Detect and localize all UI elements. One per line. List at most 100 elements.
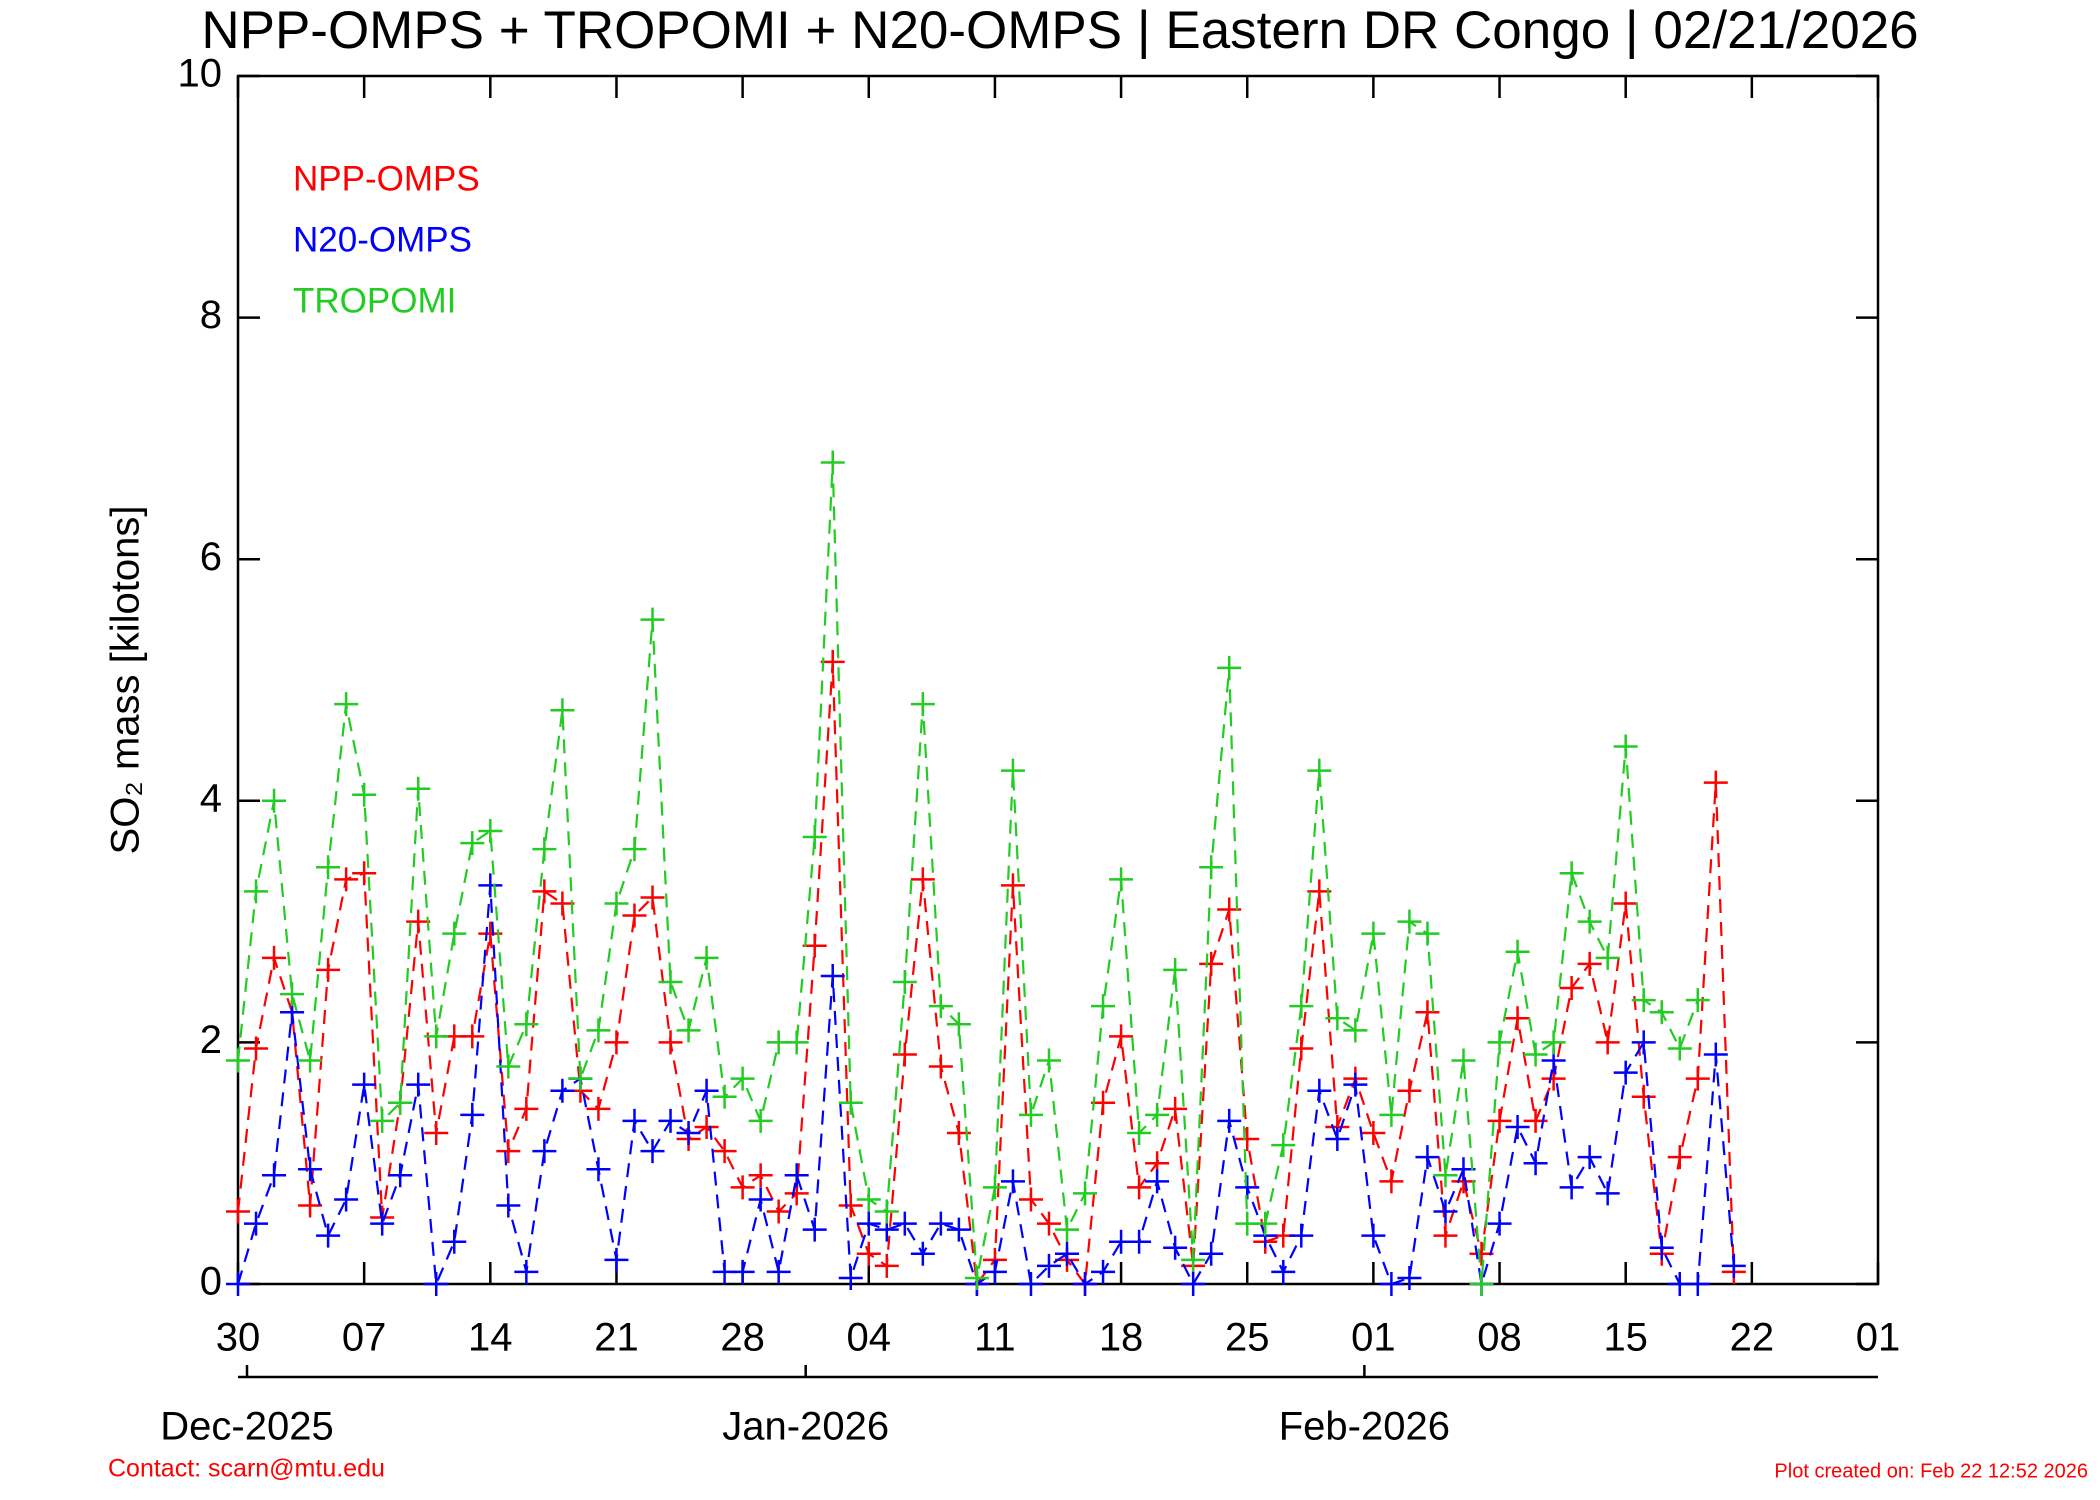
plus-marker (604, 1030, 629, 1055)
plus-marker (442, 921, 467, 946)
plus-marker (1397, 1078, 1422, 1103)
legend-entry: TROPOMI (293, 281, 456, 320)
plus-marker (370, 1211, 395, 1236)
plus-marker (424, 1272, 449, 1296)
plus-marker (1649, 1235, 1674, 1260)
plus-marker (1000, 758, 1025, 783)
plus-marker (1595, 1181, 1620, 1206)
y-tick-label: 4 (200, 776, 222, 820)
plus-marker (262, 1163, 287, 1188)
plus-marker (820, 450, 845, 475)
plus-marker (532, 1139, 557, 1164)
y-axis-label: SO₂ mass [kilotons] (104, 506, 148, 855)
plus-marker (298, 1193, 323, 1218)
plus-marker (1613, 891, 1638, 916)
plus-marker (334, 692, 359, 717)
month-label: Feb-2026 (1279, 1405, 1450, 1449)
plus-marker (838, 1090, 863, 1115)
plus-marker (1217, 655, 1242, 680)
plus-marker (1361, 1121, 1386, 1145)
contact-note: Contact: scarn@mtu.edu (108, 1455, 385, 1483)
x-tick-label: 04 (847, 1316, 892, 1360)
plus-marker (694, 1078, 719, 1103)
plus-marker (1127, 1121, 1152, 1145)
plus-marker (640, 1139, 665, 1164)
plus-marker (766, 1259, 791, 1284)
plus-marker (892, 1042, 917, 1067)
plus-marker (406, 1072, 431, 1097)
plus-marker (1703, 1042, 1728, 1067)
plus-marker (1055, 1217, 1080, 1242)
plus-marker (622, 903, 647, 928)
plus-marker (244, 1036, 269, 1061)
plus-marker (262, 945, 287, 970)
plus-marker (928, 1211, 953, 1236)
x-tick-label: 28 (720, 1316, 765, 1360)
x-tick-label: 18 (1099, 1316, 1144, 1360)
plus-marker (1145, 1169, 1170, 1194)
plus-marker (1271, 1259, 1296, 1284)
plus-marker (1199, 1241, 1224, 1266)
y-tick-label: 2 (200, 1018, 222, 1062)
plus-marker (1036, 1211, 1061, 1236)
plus-marker (352, 782, 377, 807)
x-tick-label: 21 (594, 1316, 639, 1360)
plus-marker (1559, 976, 1584, 1001)
plus-marker (1613, 1060, 1638, 1085)
plus-marker (1036, 1048, 1061, 1073)
plus-marker (1685, 988, 1710, 1013)
x-tick-label: 11 (974, 1316, 1016, 1360)
plus-marker (424, 1024, 449, 1049)
plus-marker (352, 861, 377, 886)
plus-marker (928, 994, 953, 1019)
plus-marker (802, 1217, 827, 1242)
plus-marker (514, 1259, 539, 1284)
plus-marker (694, 1114, 719, 1139)
plus-marker (1577, 909, 1602, 934)
plus-marker (316, 957, 341, 982)
legend-entry: NPP-OMPS (293, 159, 480, 198)
x-tick-label: 14 (468, 1316, 513, 1360)
plus-marker (1685, 1066, 1710, 1091)
plus-marker (1289, 1223, 1314, 1248)
plus-marker (406, 909, 431, 934)
plus-marker (1649, 1000, 1674, 1025)
plus-marker (1613, 734, 1638, 759)
plus-marker (730, 1066, 755, 1091)
created-note: Plot created on: Feb 22 12:52 2026 (1774, 1460, 2088, 1482)
plus-marker (1415, 921, 1440, 946)
plus-marker (1343, 1072, 1368, 1097)
plus-marker (1217, 1108, 1242, 1133)
plus-marker (640, 885, 665, 910)
plus-marker (1487, 1108, 1512, 1133)
plus-marker (1631, 1030, 1656, 1055)
plus-marker (1325, 1127, 1350, 1152)
plus-marker (1487, 1030, 1512, 1055)
plus-marker (1415, 1000, 1440, 1025)
plus-marker (1091, 994, 1116, 1019)
plus-marker (1000, 873, 1025, 898)
plus-marker (694, 945, 719, 970)
plus-marker (604, 1247, 629, 1272)
plus-marker (1199, 951, 1224, 976)
plus-marker (712, 1084, 737, 1109)
x-tick-label: 30 (216, 1316, 261, 1360)
plus-marker (514, 1012, 539, 1037)
plus-marker (748, 1108, 773, 1133)
plus-marker (820, 649, 845, 674)
plus-marker (892, 1211, 917, 1236)
plus-marker (460, 1024, 485, 1049)
plus-marker (946, 1012, 971, 1037)
x-tick-label: 01 (1856, 1316, 1901, 1360)
plus-marker (874, 1253, 899, 1278)
plus-marker (820, 963, 845, 988)
plus-marker (1595, 945, 1620, 970)
plus-marker (280, 982, 305, 1007)
plus-marker (586, 1157, 611, 1182)
plus-marker (1181, 1247, 1206, 1272)
plus-marker (442, 1229, 467, 1254)
plus-marker (496, 1193, 521, 1218)
plus-marker (730, 1175, 755, 1200)
plus-marker (478, 873, 503, 898)
plus-marker (1703, 770, 1728, 795)
